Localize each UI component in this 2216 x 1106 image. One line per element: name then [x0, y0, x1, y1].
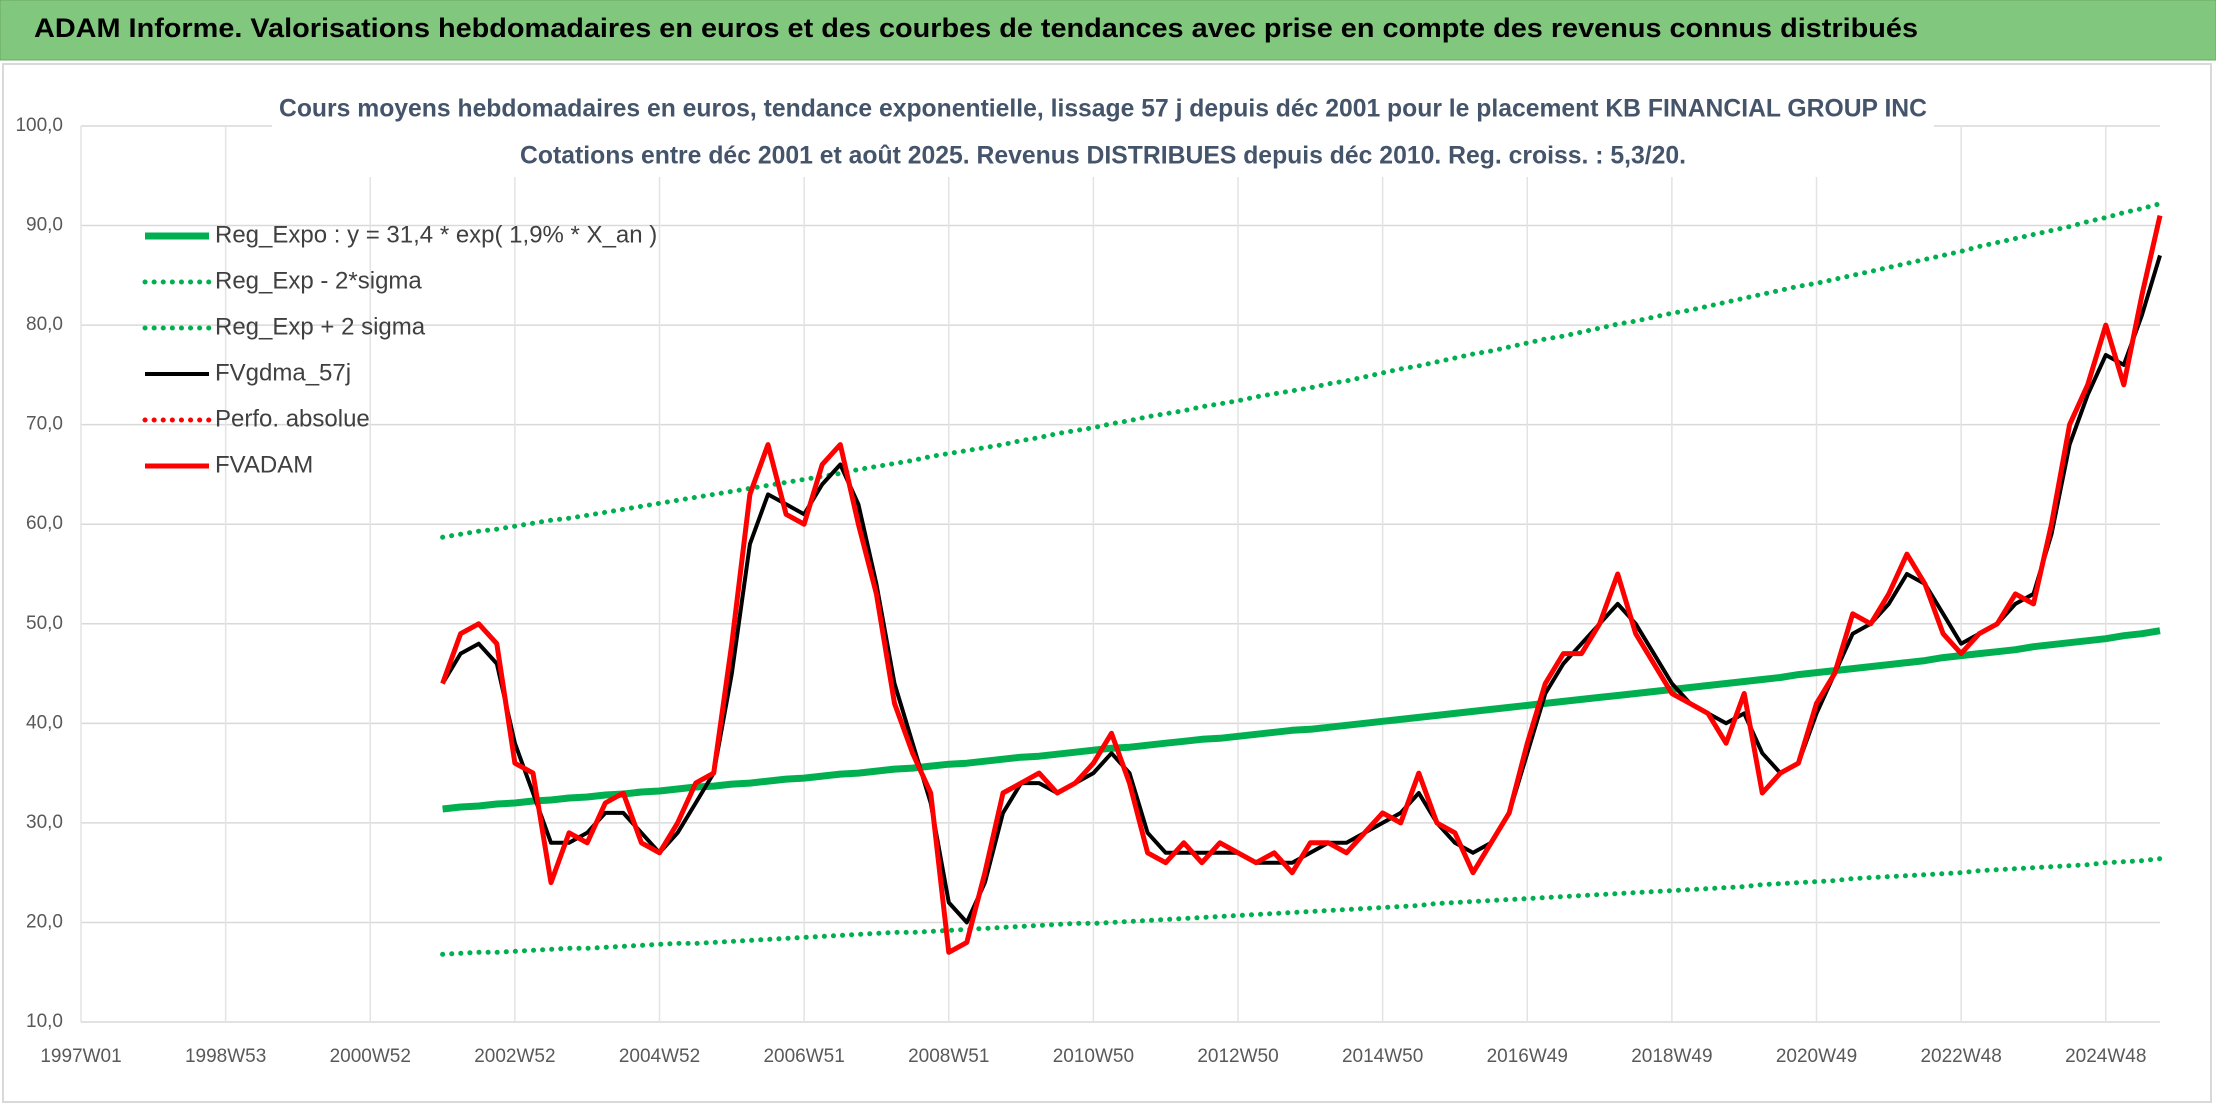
title-background — [272, 93, 1934, 177]
legend-label: Perfo. absolue — [215, 405, 370, 432]
x-tick-label: 2004W52 — [619, 1046, 700, 1067]
x-tick-label: 2014W50 — [1342, 1046, 1423, 1067]
x-tick-label: 2010W50 — [1053, 1046, 1134, 1067]
x-tick-label: 1997W01 — [40, 1046, 121, 1067]
legend-label: Reg_Exp + 2 sigma — [215, 313, 426, 340]
y-tick-label: 20,0 — [26, 911, 63, 932]
x-tick-label: 2016W49 — [1487, 1046, 1568, 1067]
chart-title: Cours moyens hebdomadaires en euros, ten… — [279, 95, 1927, 123]
banner-title: ADAM Informe. Valorisations hebdomadaire… — [34, 13, 1918, 43]
y-tick-label: 70,0 — [26, 414, 63, 435]
plot — [440, 201, 2163, 957]
y-tick-label: 90,0 — [26, 215, 63, 236]
x-tick-label: 2000W52 — [330, 1046, 411, 1067]
x-tick-label: 2020W49 — [1776, 1046, 1857, 1067]
y-tick-label: 10,0 — [26, 1011, 63, 1032]
x-tick-label: 2012W50 — [1197, 1046, 1278, 1067]
legend-label: FVgdma_57j — [215, 359, 351, 386]
series-line — [440, 201, 2163, 540]
legend: Reg_Expo : y = 31,4 * exp( 1,9% * X_an )… — [142, 221, 657, 478]
x-tick-label: 2002W52 — [474, 1046, 555, 1067]
series-line — [440, 215, 2163, 955]
y-tick-label: 40,0 — [26, 712, 63, 733]
banner — [0, 0, 2216, 61]
y-tick-label: 80,0 — [26, 314, 63, 335]
legend-label: Reg_Exp - 2*sigma — [215, 267, 422, 294]
legend-label: FVADAM — [215, 451, 313, 478]
x-tick-label: 1998W53 — [185, 1046, 266, 1067]
y-tick-label: 60,0 — [26, 513, 63, 534]
chart-frame — [2, 63, 2212, 1103]
x-tick-label: 2006W51 — [763, 1046, 844, 1067]
legend-label: Reg_Expo : y = 31,4 * exp( 1,9% * X_an ) — [215, 221, 657, 248]
grid: 10,0 20,0 30,0 40,0 50,0 60,0 70,0 80,0 90,0 100,… — [15, 115, 2160, 1067]
y-tick-label: 30,0 — [26, 812, 63, 833]
y-tick-label: 100,0 — [15, 115, 63, 136]
x-tick-label: 2018W49 — [1631, 1046, 1712, 1067]
x-tick-label: 2008W51 — [908, 1046, 989, 1067]
series-line — [442, 627, 2161, 813]
x-tick-label: 2022W48 — [1920, 1046, 2001, 1067]
y-tick-label: 50,0 — [26, 613, 63, 634]
chart-subtitle: Cotations entre déc 2001 et août 2025. R… — [520, 142, 1686, 170]
x-tick-label: 2024W48 — [2065, 1046, 2146, 1067]
